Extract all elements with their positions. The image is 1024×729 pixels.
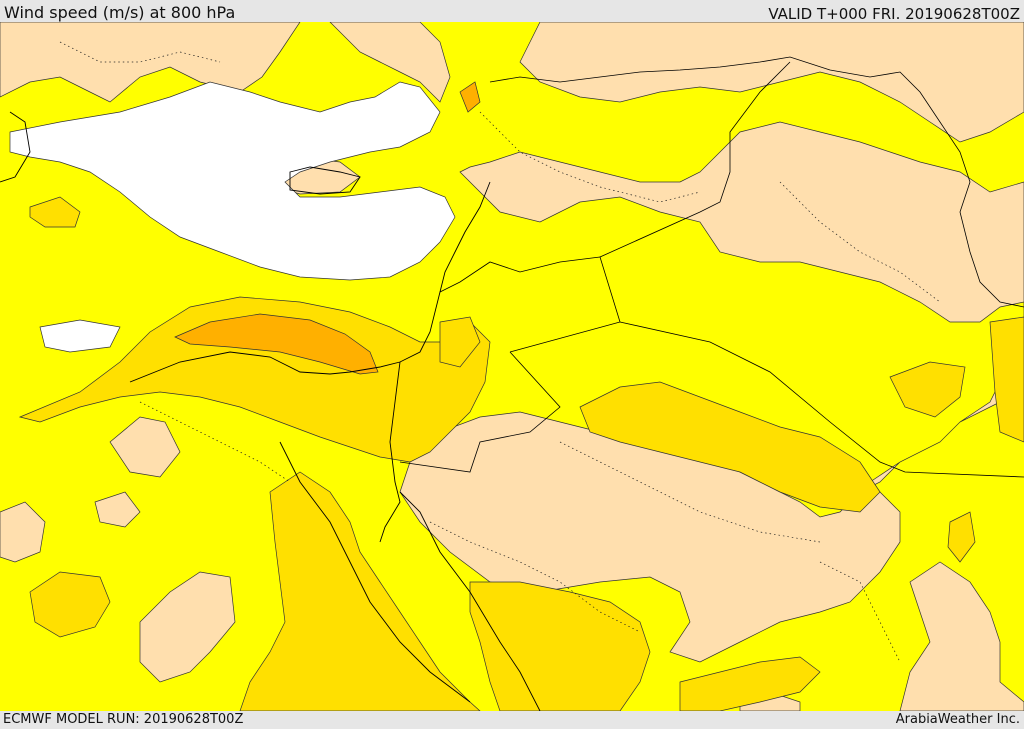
- map-title: Wind speed (m/s) at 800 hPa: [4, 3, 236, 22]
- valid-time: VALID T+000 FRI. 20190628T00Z: [768, 5, 1020, 23]
- province-borders: [59, 41, 941, 663]
- title-bar: Wind speed (m/s) at 800 hPa VALID T+000 …: [0, 0, 1024, 23]
- wind-band-white: [9, 81, 456, 353]
- model-run-label: ECMWF MODEL RUN: 20190628T00Z: [3, 712, 244, 727]
- wind-speed-map[interactable]: [0, 22, 1024, 711]
- wind-band-orange: [174, 81, 481, 375]
- wind-band-peach: [0, 22, 1024, 711]
- wind-band-gold: [18, 196, 1024, 711]
- credit-label: ArabiaWeather Inc.: [895, 712, 1020, 727]
- coastlines: [0, 111, 541, 711]
- map-svg: [0, 22, 1024, 711]
- footer-bar: ECMWF MODEL RUN: 20190628T00Z ArabiaWeat…: [0, 711, 1024, 729]
- country-borders: [399, 56, 1024, 478]
